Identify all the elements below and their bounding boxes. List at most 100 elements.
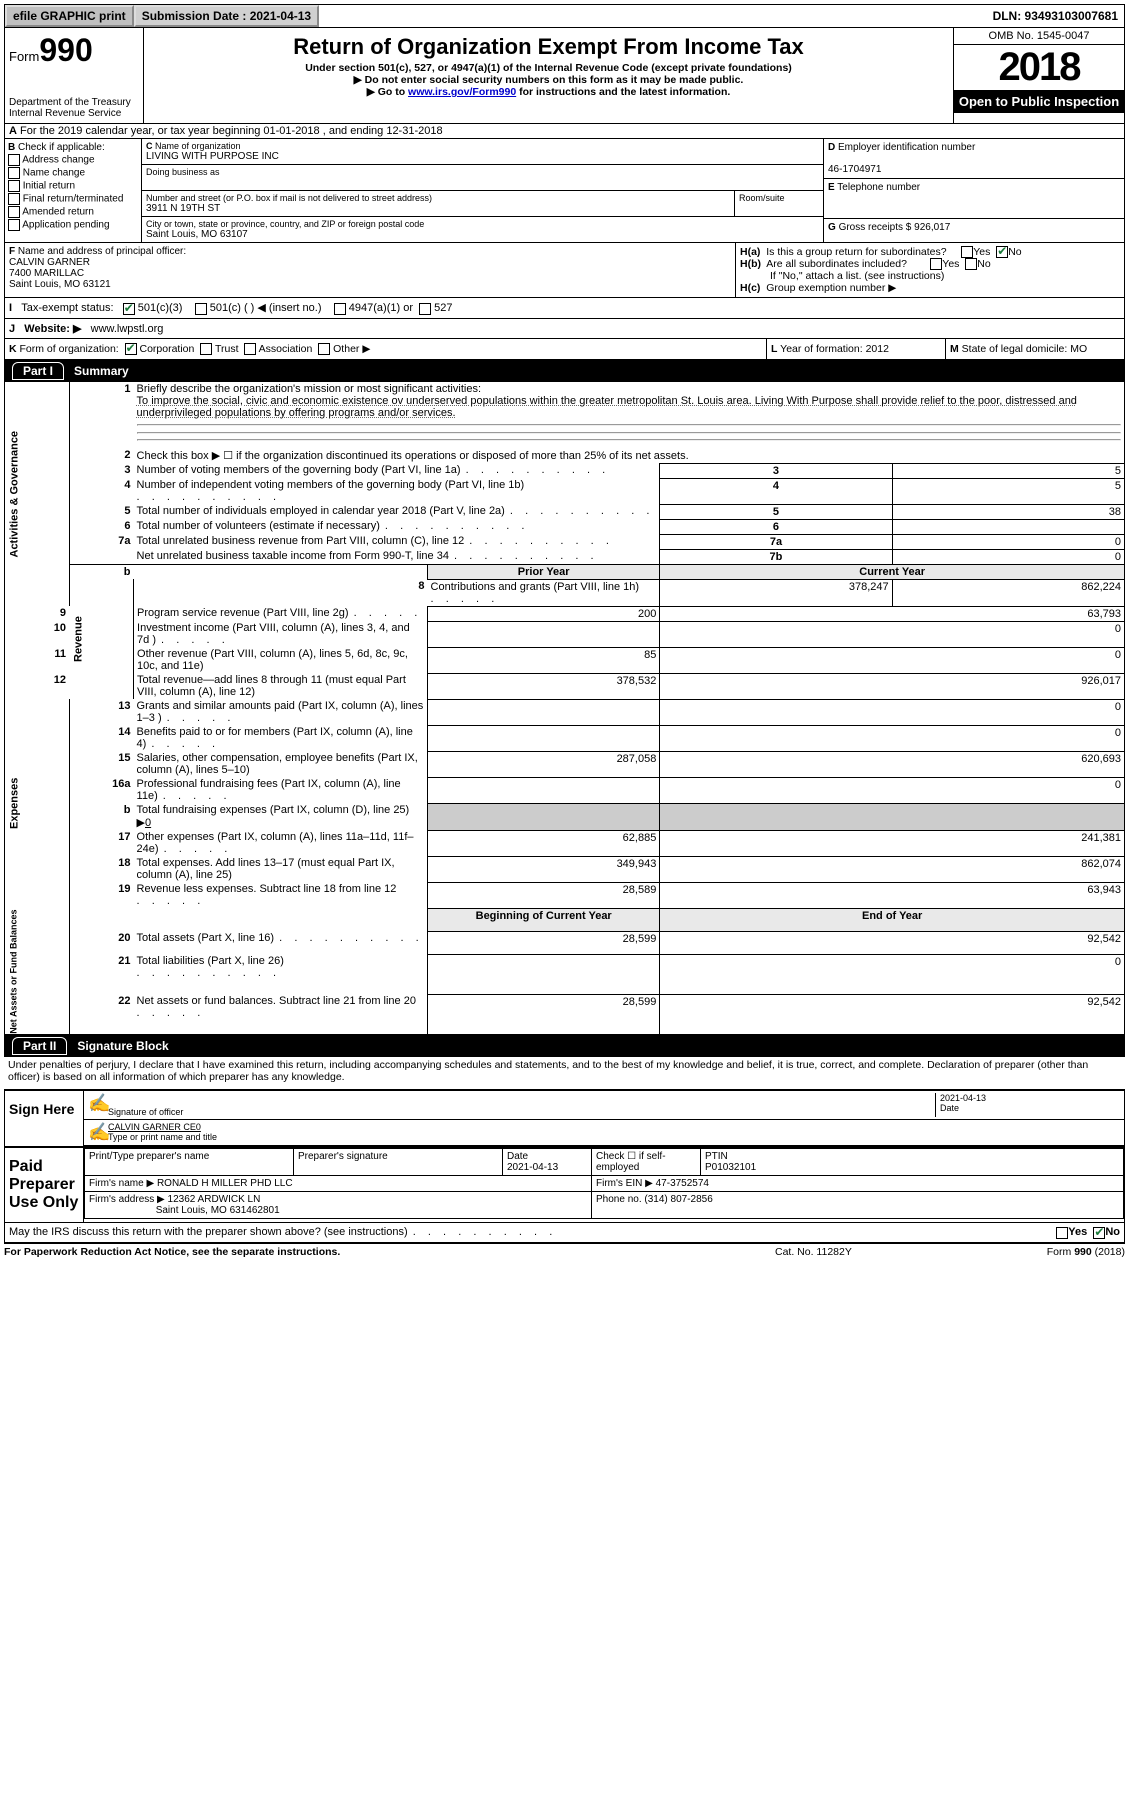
side-expenses: Expenses	[5, 699, 70, 908]
officer-label: Name and address of principal officer:	[18, 246, 186, 257]
c13: 0	[660, 699, 1125, 725]
p8: 378,247	[660, 579, 892, 606]
c17: 241,381	[660, 830, 1125, 856]
city-label: City or town, state or province, country…	[146, 219, 819, 229]
footer-right: Form 990 (2018)	[975, 1246, 1125, 1258]
pp-self-employed[interactable]: Check ☐ if self-employed	[592, 1149, 701, 1176]
c22: 92,542	[660, 994, 1125, 1035]
hb-label: Are all subordinates included?	[766, 258, 907, 270]
c9: 63,793	[660, 606, 1125, 621]
p14	[428, 725, 660, 751]
gross-receipts-label: Gross receipts $	[839, 222, 912, 233]
chk-4947[interactable]	[334, 303, 346, 315]
officer-printed: CALVIN GARNER CE0	[108, 1122, 201, 1132]
page-footer: For Paperwork Reduction Act Notice, see …	[4, 1243, 1125, 1260]
chk-other[interactable]	[318, 343, 330, 355]
irs-label: Internal Revenue Service	[9, 108, 139, 119]
ha-label: Is this a group return for subordinates?	[766, 246, 946, 258]
org-name: LIVING WITH PURPOSE INC	[146, 151, 819, 162]
mission-text: To improve the social, civic and economi…	[137, 395, 1077, 419]
ein-value: 46-1704971	[828, 164, 881, 175]
line12: Total revenue—add lines 8 through 11 (mu…	[134, 673, 428, 699]
org-address: 3911 N 19TH ST	[146, 203, 730, 214]
line18: Total expenses. Add lines 13–17 (must eq…	[134, 856, 428, 882]
check-applicable-label: Check if applicable:	[18, 142, 105, 153]
p20: 28,599	[428, 931, 660, 954]
hb-no[interactable]	[965, 258, 977, 270]
ha-yes[interactable]	[961, 246, 973, 258]
c19: 63,943	[660, 882, 1125, 908]
org-city: Saint Louis, MO 63107	[146, 229, 819, 240]
preparer-block: Paid Preparer Use Only Print/Type prepar…	[4, 1147, 1125, 1223]
c21: 0	[660, 954, 1125, 994]
part1-table: Activities & Governance 1 Briefly descri…	[4, 382, 1125, 1036]
chk-name-change[interactable]: Name change	[8, 167, 138, 179]
chk-address-change[interactable]: Address change	[8, 154, 138, 166]
line14: Benefits paid to or for members (Part IX…	[134, 725, 428, 751]
form-subtitle: Under section 501(c), 527, or 4947(a)(1)…	[150, 62, 947, 74]
line-a-tax-year: A For the 2019 calendar year, or tax yea…	[4, 124, 1125, 139]
c18: 862,074	[660, 856, 1125, 882]
part2-header: Part IISignature Block	[4, 1035, 1125, 1057]
c16a: 0	[660, 777, 1125, 803]
chk-final-return[interactable]: Final return/terminated	[8, 193, 138, 205]
efile-print-button[interactable]: efile GRAPHIC print	[5, 5, 134, 27]
c15: 620,693	[660, 751, 1125, 777]
p11: 85	[428, 647, 660, 673]
room-suite-label: Room/suite	[735, 191, 823, 216]
current-year-hdr: Current Year	[660, 564, 1125, 579]
chk-application-pending[interactable]: Application pending	[8, 219, 138, 231]
chk-corp[interactable]	[125, 343, 137, 355]
org-name-label: Name of organization	[155, 141, 241, 151]
p19: 28,589	[428, 882, 660, 908]
footer-mid: Cat. No. 11282Y	[775, 1246, 975, 1258]
p22: 28,599	[428, 994, 660, 1035]
discuss-no[interactable]	[1093, 1227, 1105, 1239]
chk-527[interactable]	[419, 303, 431, 315]
dln-label: DLN: 93493103007681	[987, 7, 1124, 25]
chk-trust[interactable]	[200, 343, 212, 355]
chk-amended-return[interactable]: Amended return	[8, 206, 138, 218]
c8: 862,224	[892, 579, 1124, 606]
line5: Total number of individuals employed in …	[134, 504, 660, 519]
line11: Other revenue (Part VIII, column (A), li…	[134, 647, 428, 673]
tax-exempt-row: I Tax-exempt status: 501(c)(3) 501(c) ( …	[4, 298, 1125, 318]
hc-label: Group exemption number ▶	[766, 282, 896, 294]
ptin-value: P01032101	[705, 1162, 756, 1173]
chk-initial-return[interactable]: Initial return	[8, 180, 138, 192]
website-value: www.lwpstl.org	[91, 323, 164, 335]
chk-assoc[interactable]	[244, 343, 256, 355]
submission-date-button[interactable]: Submission Date : 2021-04-13	[134, 5, 319, 27]
sig-date-label: Date	[940, 1103, 959, 1113]
dept-label: Department of the Treasury	[9, 97, 139, 108]
footer-left: For Paperwork Reduction Act Notice, see …	[4, 1246, 775, 1258]
chk-501c3[interactable]	[123, 303, 135, 315]
p9: 200	[428, 606, 660, 621]
chk-501c[interactable]	[195, 303, 207, 315]
line19: Revenue less expenses. Subtract line 18 …	[134, 882, 428, 908]
state-domicile: MO	[1070, 343, 1087, 355]
p16a	[428, 777, 660, 803]
p13	[428, 699, 660, 725]
year-formation: 2012	[866, 343, 889, 355]
identity-block: B Check if applicable: Address change Na…	[4, 139, 1125, 243]
hb-yes[interactable]	[930, 258, 942, 270]
c14: 0	[660, 725, 1125, 751]
ha-no[interactable]	[996, 246, 1008, 258]
open-to-public: Open to Public Inspection	[954, 90, 1124, 113]
signature-block: Sign Here ✍ Signature of officer 2021-04…	[4, 1089, 1125, 1147]
line6: Total number of volunteers (estimate if …	[134, 519, 660, 534]
p18: 349,943	[428, 856, 660, 882]
p17: 62,885	[428, 830, 660, 856]
c11: 0	[660, 647, 1125, 673]
gross-receipts-value: 926,017	[914, 222, 950, 233]
val6	[892, 519, 1124, 534]
end-year-hdr: End of Year	[660, 908, 1125, 931]
paid-preparer-label: Paid Preparer Use Only	[5, 1148, 84, 1222]
val7b: 0	[892, 549, 1124, 564]
p15: 287,058	[428, 751, 660, 777]
ein-label: Employer identification number	[838, 142, 975, 153]
discuss-yes[interactable]	[1056, 1227, 1068, 1239]
val3: 5	[892, 463, 1124, 478]
irs-link[interactable]: www.irs.gov/Form990	[408, 86, 516, 98]
